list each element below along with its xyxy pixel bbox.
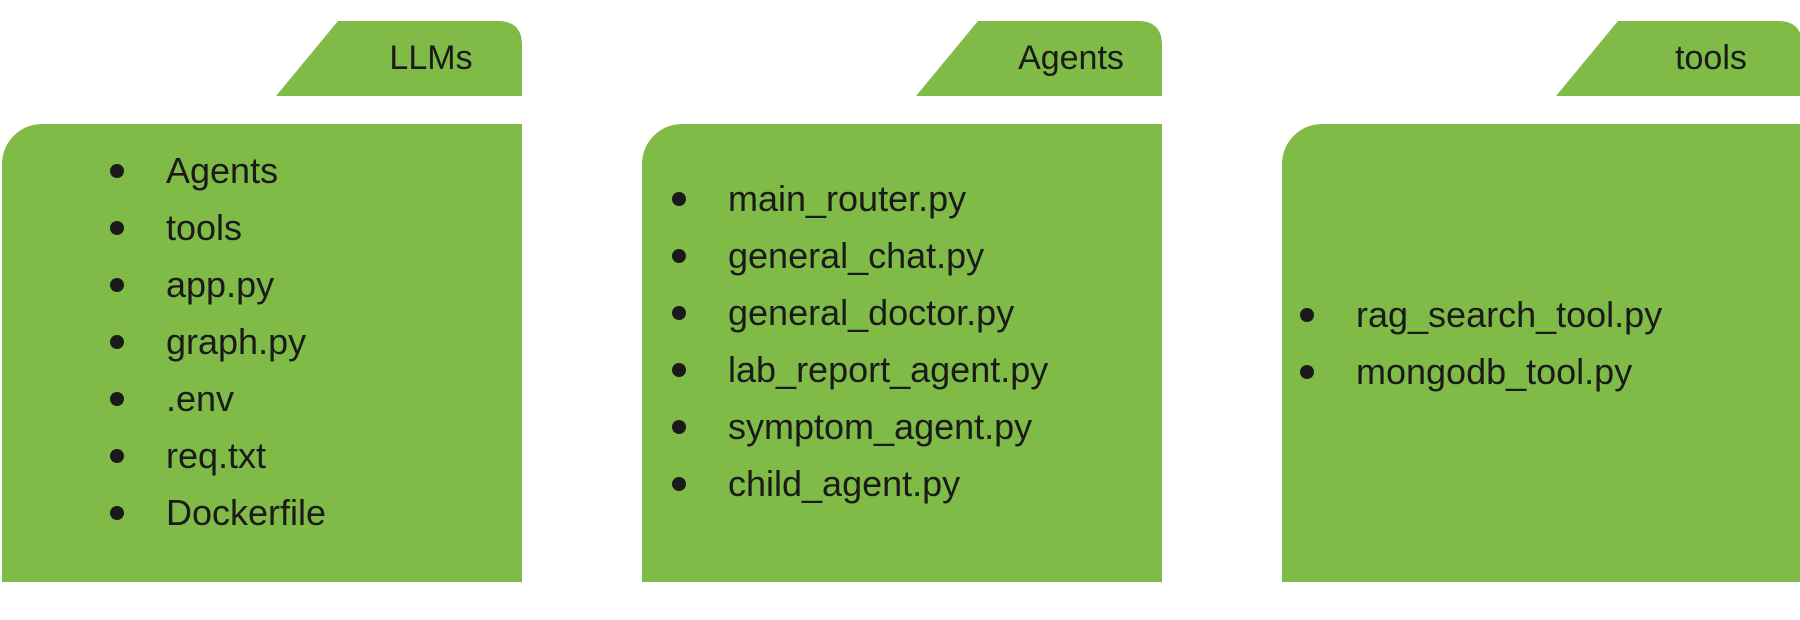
list-item: app.py: [110, 256, 326, 313]
list-item: general_chat.py: [672, 227, 1048, 284]
list-item: req.txt: [110, 427, 326, 484]
list-item: Agents: [110, 142, 326, 199]
file-list: rag_search_tool.py mongodb_tool.py: [1300, 286, 1662, 400]
list-item: main_router.py: [672, 170, 1048, 227]
file-list: main_router.py general_chat.py general_d…: [672, 170, 1048, 512]
folder-tab-label: tools: [1675, 39, 1747, 77]
folder-tab-label: LLMs: [389, 39, 473, 77]
list-item: rag_search_tool.py: [1300, 286, 1662, 343]
list-item: tools: [110, 199, 326, 256]
list-item: Dockerfile: [110, 484, 326, 541]
folder-body: [642, 124, 1162, 582]
file-list: Agents tools app.py graph.py .env req.tx…: [110, 142, 326, 541]
folder-tab-label: Agents: [1018, 39, 1124, 77]
list-item: graph.py: [110, 313, 326, 370]
folder-tools: tools rag_search_tool.py mongodb_tool.py: [1280, 0, 1800, 620]
folder-agents: Agents main_router.py general_chat.py ge…: [640, 0, 1162, 620]
list-item: general_doctor.py: [672, 284, 1048, 341]
folder-llms: LLMs Agents tools app.py graph.py .env r…: [0, 0, 522, 620]
list-item: symptom_agent.py: [672, 398, 1048, 455]
list-item: child_agent.py: [672, 455, 1048, 512]
list-item: lab_report_agent.py: [672, 341, 1048, 398]
folder-body: [2, 124, 522, 582]
list-item: mongodb_tool.py: [1300, 343, 1662, 400]
folder-body: [1282, 124, 1800, 582]
list-item: .env: [110, 370, 326, 427]
